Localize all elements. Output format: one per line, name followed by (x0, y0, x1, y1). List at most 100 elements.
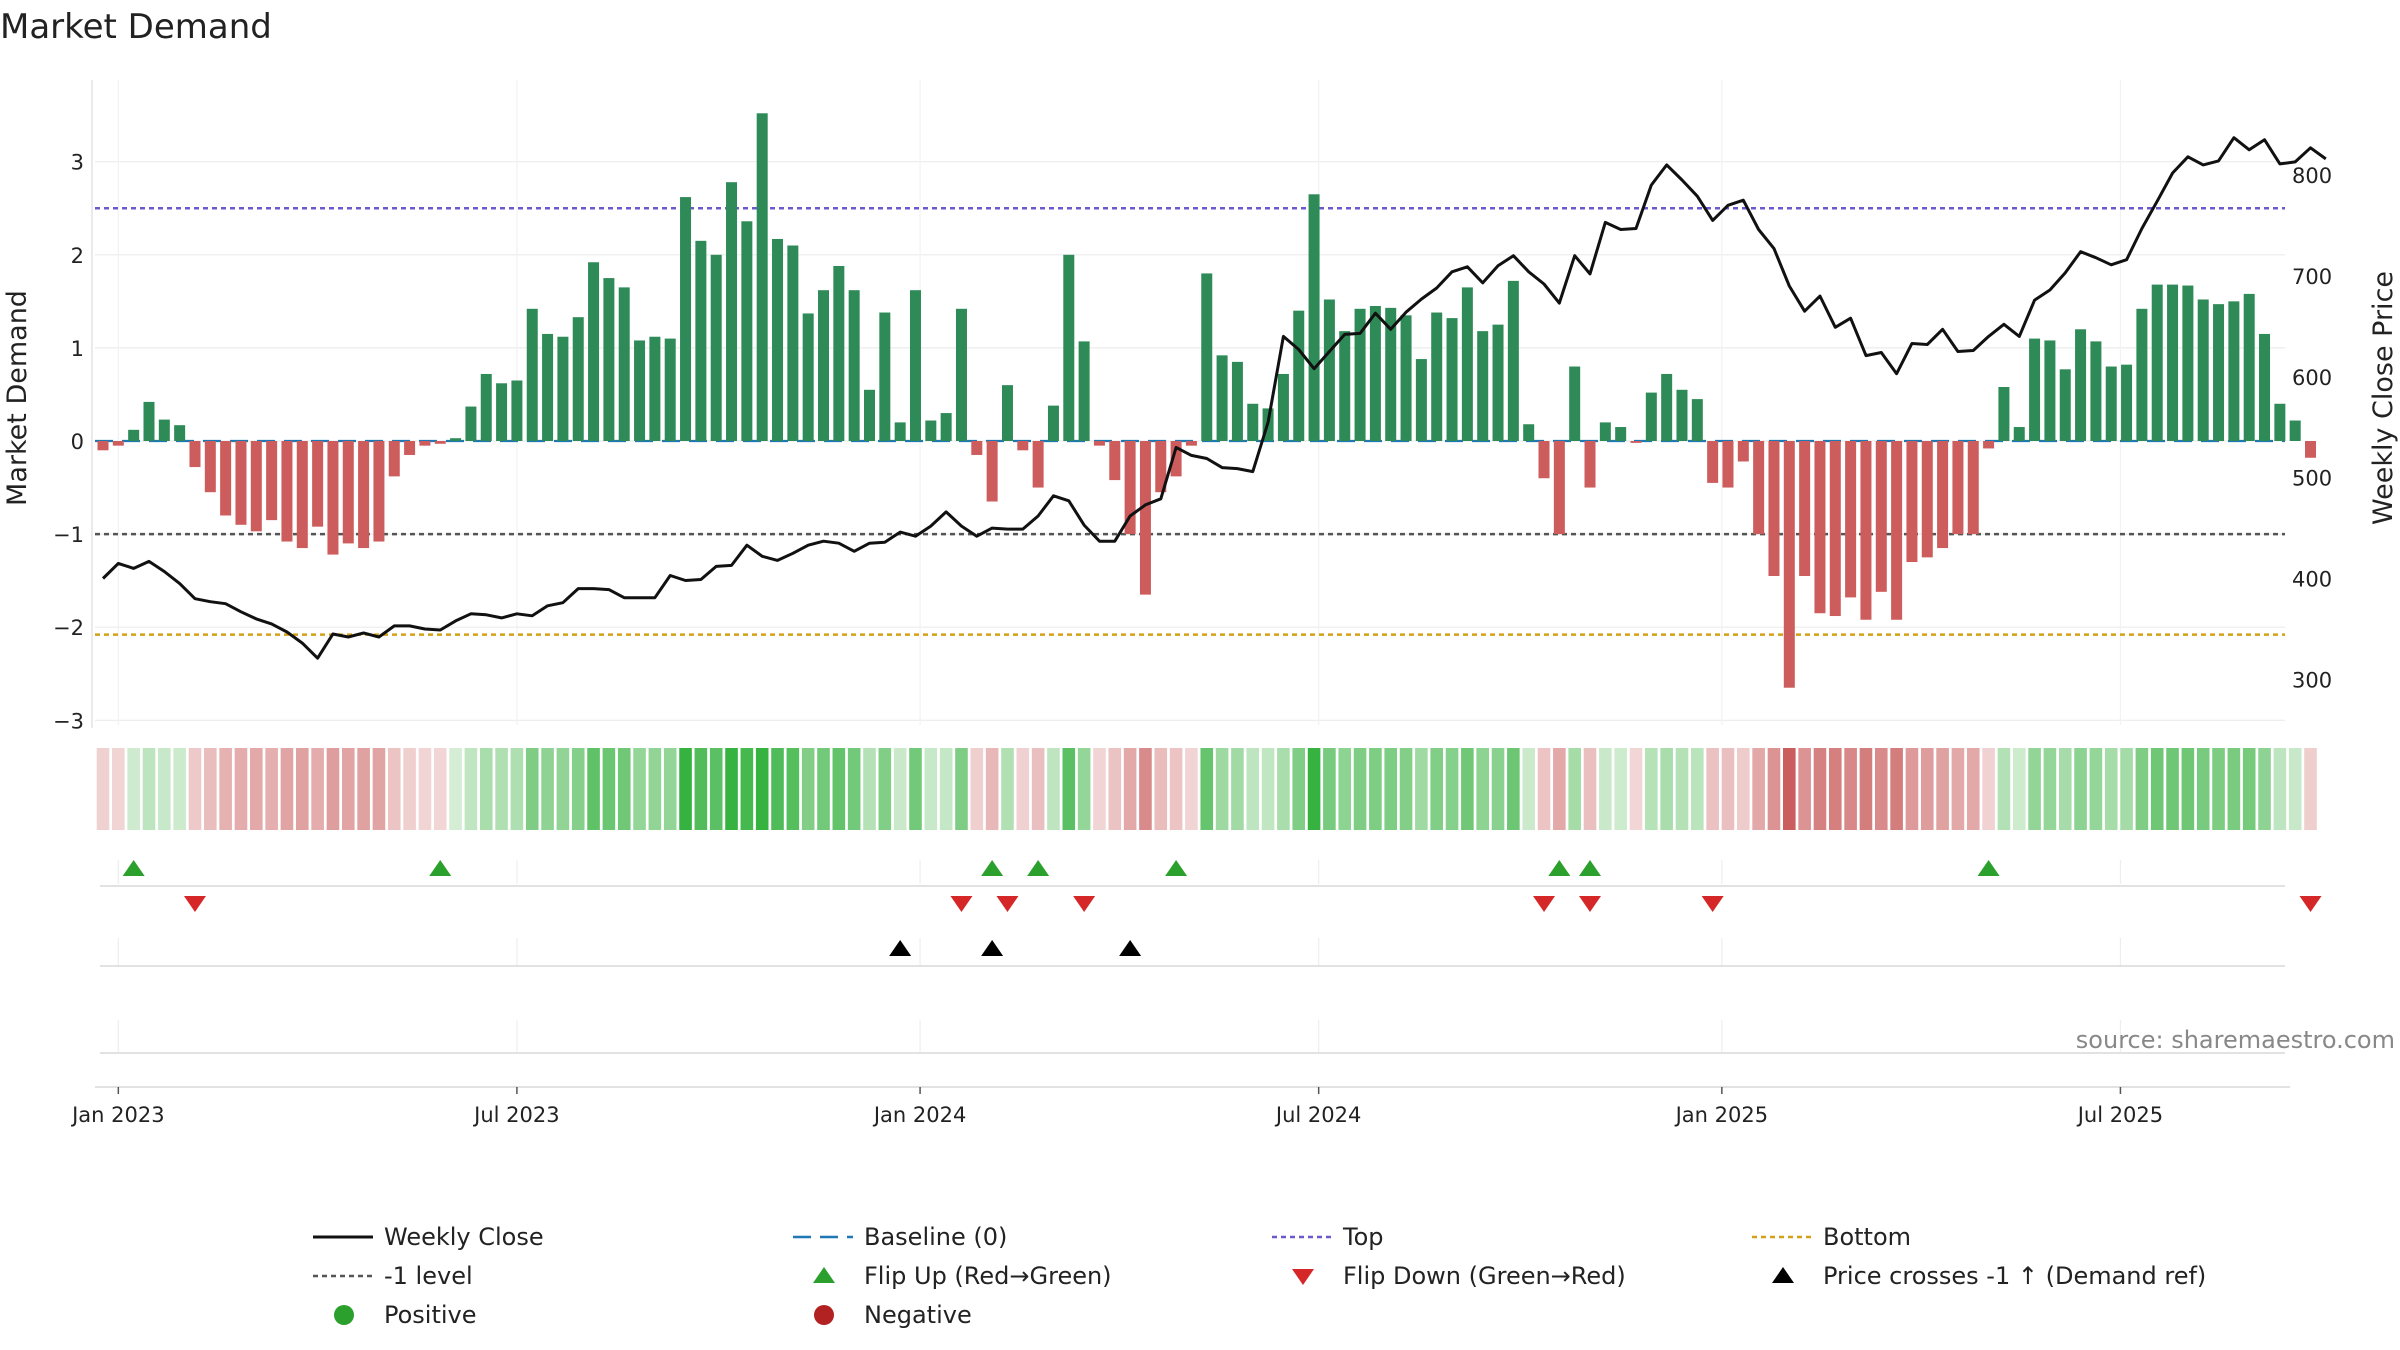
demand-bar (1937, 441, 1949, 549)
heat-cell (2273, 748, 2287, 830)
left-tick-label: 2 (71, 244, 84, 268)
flip-up-marker (1977, 860, 2000, 876)
demand-bar (434, 441, 446, 444)
heat-cell (188, 748, 202, 830)
demand-bar (388, 441, 400, 477)
heat-cell (771, 748, 784, 830)
left-tick-label: −3 (53, 709, 84, 733)
demand-bar (894, 422, 906, 441)
weekly-close-line (101, 136, 2327, 660)
gridlines (91, 80, 2285, 728)
demand-bar (1891, 441, 1903, 620)
heat-cell (1384, 748, 1398, 830)
right-tick-label: 800 (2292, 164, 2332, 188)
heat-cell (801, 748, 815, 830)
demand-bar (787, 245, 799, 441)
demand-bar (1247, 403, 1259, 441)
demand-bar (1385, 307, 1397, 441)
heat-cell (2258, 748, 2271, 830)
demand-bar (1983, 441, 1995, 449)
heat-cell (1828, 748, 1842, 830)
flip-up-marker (1165, 860, 1188, 876)
demand-bar (986, 441, 998, 502)
demand-bar (174, 425, 186, 441)
x-tick-label: Jul 2025 (2076, 1103, 2163, 1127)
heat-cell (1874, 748, 1888, 830)
heat-cell (1706, 748, 1719, 830)
demand-bar (726, 182, 738, 441)
demand-bar (1722, 441, 1734, 488)
heat-cell (142, 748, 156, 830)
demand-bar (1676, 389, 1688, 441)
demand-bar (281, 441, 293, 542)
heat-cell (1246, 748, 1260, 830)
price-line-layer (101, 136, 2327, 660)
demand-bar (1906, 441, 1918, 563)
heat-cell (2028, 748, 2041, 830)
x-tick-label: Jan 2025 (1674, 1103, 1769, 1127)
demand-bar (2105, 366, 2117, 441)
demand-bar (925, 420, 937, 441)
legend-label: Bottom (1823, 1223, 1911, 1251)
chart-title: Market Demand (0, 7, 272, 47)
demand-bar (1415, 359, 1427, 441)
demand-bar (772, 238, 784, 441)
heat-cell (1108, 748, 1122, 830)
demand-bar (1293, 310, 1305, 441)
heat-cell (1813, 748, 1827, 830)
legend-label: Negative (864, 1301, 972, 1329)
demand-bar (1446, 318, 1458, 441)
flip-down-marker (2299, 896, 2322, 912)
demand-bar (664, 338, 676, 441)
demand-bar (1507, 280, 1519, 441)
heat-cell (541, 748, 554, 830)
heat-cell (878, 748, 892, 830)
heat-cell (1062, 748, 1076, 830)
heat-cell (357, 748, 370, 830)
legend-label: Top (1342, 1223, 1384, 1251)
heat-cell (2212, 748, 2225, 830)
right-y-axis: 800 700 600 500 400 300 (2292, 164, 2332, 692)
demand-bar (1753, 441, 1765, 535)
heat-cell (663, 748, 677, 830)
demand-bar (1078, 341, 1090, 441)
demand-bar (1155, 441, 1167, 493)
demand-bar (2228, 301, 2240, 441)
heat-cell (479, 748, 493, 830)
heat-cell (96, 748, 110, 830)
legend-item: Flip Up (Red→Green) (813, 1262, 1112, 1290)
heat-cell (1323, 748, 1336, 830)
x-tick-label: Jan 2024 (872, 1103, 967, 1127)
demand-bar (143, 401, 155, 441)
demand-bar (802, 313, 814, 441)
legend-label: Weekly Close (384, 1223, 544, 1251)
heat-strip (96, 748, 2317, 830)
heat-cell (2227, 748, 2241, 830)
heat-cell (127, 748, 140, 830)
heat-cell (341, 748, 355, 830)
legend-item: Positive (334, 1301, 477, 1329)
demand-bar (2274, 403, 2286, 441)
demand-bar (1599, 422, 1611, 441)
heat-cell (464, 748, 478, 830)
demand-bar (2059, 369, 2071, 441)
demand-bar (250, 441, 262, 532)
heat-cell (219, 748, 232, 830)
legend-cross-swatch (1772, 1267, 1794, 1283)
heat-cell (1890, 748, 1903, 830)
heat-cell (1568, 748, 1581, 830)
demand-bar (2013, 427, 2025, 441)
demand-bar (1875, 441, 1887, 592)
heat-cell (326, 748, 340, 830)
heat-cell (158, 748, 171, 830)
flip-down-marker (1073, 896, 1096, 912)
heat-cell (1966, 748, 1980, 830)
heat-cell (1614, 748, 1627, 830)
flip-up-marker (1579, 860, 1602, 876)
demand-bar (909, 290, 921, 441)
flip-up-marker (981, 860, 1004, 876)
demand-bar (450, 438, 462, 441)
demand-bar (1645, 392, 1657, 441)
heat-cell (786, 748, 800, 830)
legend-item: -1 level (313, 1262, 473, 1290)
